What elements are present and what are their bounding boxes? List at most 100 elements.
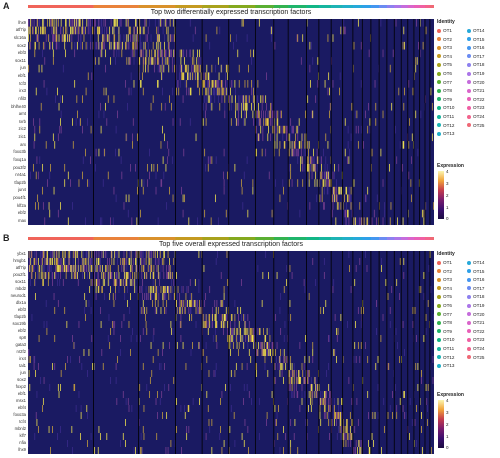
heatmap-cell [140,49,141,58]
heatmap-cell [305,148,306,157]
heatmap-cell [358,440,360,447]
heatmap-cell [329,391,331,398]
heatmap-cell [82,258,84,265]
heatmap-cell [137,34,138,42]
heatmap-cell [224,321,226,328]
heatmap-cell [212,87,214,96]
heatmap-cell [143,179,145,187]
heatmap-cell [203,314,205,321]
heatmap-cell [89,19,91,27]
heatmap-cell [243,314,244,321]
heatmap-cell [210,217,212,225]
heatmap-cell [323,391,325,398]
heatmap-cell [71,426,73,433]
heatmap-cell [193,300,195,307]
heatmap-cell [159,34,160,42]
heatmap-cell [189,19,191,27]
heatmap-cell [137,41,138,50]
heatmap-cell [171,279,172,286]
heatmap-cell [143,433,145,440]
heatmap-cell [29,19,31,27]
heatmap-cell [116,19,118,27]
heatmap-cell [147,265,149,272]
heatmap-cell [295,370,297,377]
heatmap-cell [411,419,413,426]
heatmap-cell [202,349,204,356]
heatmap-cell [267,110,269,119]
heatmap-cell [312,356,314,363]
heatmap-cell [66,26,68,35]
heatmap-cell [354,217,356,225]
heatmap-cell [32,26,34,35]
heatmap-cell [340,405,342,412]
heatmap-cell [107,272,109,279]
heatmap-cell [290,447,292,454]
heatmap-cell [323,405,325,412]
heatmap-cell [340,202,342,210]
heatmap-cell [397,217,398,225]
heatmap-cell [225,384,226,391]
heatmap-cell [65,251,66,258]
heatmap-cell [246,363,248,370]
heatmap-cell [240,314,242,321]
heatmap-cell [121,265,123,272]
heatmap-cell [149,272,151,279]
heatmap-cell [214,95,216,103]
heatmap-cell [238,321,240,328]
heatmap-cell [81,26,83,35]
heatmap-cell [280,293,282,300]
heatmap-cell [152,286,154,293]
heatmap-cell [339,87,340,96]
heatmap-cell [259,118,261,126]
heatmap-cell [334,163,335,172]
heatmap-cell [312,342,314,349]
heatmap-cell [304,356,306,363]
heatmap-cell [251,95,253,103]
heatmap-cell [97,279,98,286]
heatmap-cell [271,342,273,349]
heatmap-cell [348,377,350,384]
heatmap-cell [200,307,202,314]
heatmap-cell [102,272,104,279]
heatmap-cell [334,349,335,356]
heatmap-cell [36,391,38,398]
heatmap-cell [238,110,239,119]
heatmap-cell [344,433,345,440]
heatmap-cell [234,440,236,447]
heatmap-cell [212,314,213,321]
heatmap-cell [160,141,162,149]
heatmap-cell [46,328,48,335]
identity-legend-label: OT9 [443,96,452,102]
heatmap-cell [258,19,260,27]
identity-bar-segment [255,5,275,8]
heatmap-cell [389,405,391,412]
heatmap-cell [63,34,65,42]
heatmap-cell [99,265,101,272]
heatmap-cell [80,405,82,412]
identity-dot-icon [437,260,441,265]
heatmap-cell [251,80,252,88]
identity-dot-icon [437,320,441,325]
heatmap-cell [35,26,36,35]
heatmap-cell [60,110,62,119]
heatmap-cell [55,95,56,103]
heatmap-cell [417,384,419,391]
heatmap-cell [263,118,264,126]
identity-legend-label: OT18 [473,294,485,300]
heatmap-cell [103,251,105,258]
heatmap-cell [274,141,276,149]
heatmap-cell [199,307,201,314]
heatmap-cell [54,307,56,314]
heatmap-cell [241,95,243,103]
gene-label: neurod1 [10,293,26,299]
heatmap-cell [215,156,217,164]
heatmap-cell [247,314,249,321]
heatmap-cell [188,307,190,314]
heatmap-cell [359,258,361,265]
heatmap-cell [90,279,92,286]
heatmap-cell [90,125,92,134]
identity-legend-label: OT3 [443,45,452,51]
heatmap-cell [160,363,162,370]
heatmap-cell [389,217,391,225]
heatmap-cell [355,447,356,454]
